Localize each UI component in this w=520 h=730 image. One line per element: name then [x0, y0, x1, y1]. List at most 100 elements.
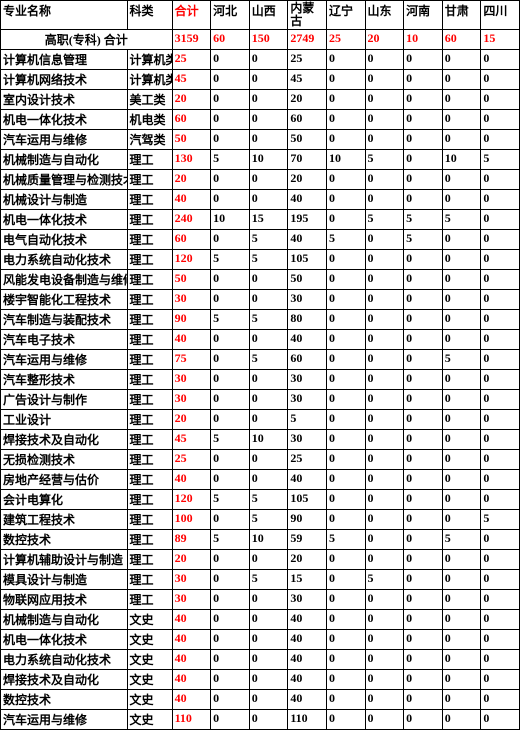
category-cell: 理工 [127, 230, 172, 250]
value-cell: 0 [404, 530, 443, 550]
value-cell: 0 [442, 670, 481, 690]
value-cell: 0 [365, 410, 404, 430]
major-cell: 机械制造与自动化 [1, 150, 128, 170]
category-cell: 理工 [127, 450, 172, 470]
value-cell: 0 [365, 50, 404, 70]
value-cell: 0 [404, 170, 443, 190]
major-cell: 会计电算化 [1, 490, 128, 510]
value-cell: 0 [442, 650, 481, 670]
value-cell: 0 [326, 590, 365, 610]
total-label: 高职(专科) 合计 [1, 30, 173, 50]
category-cell: 理工 [127, 550, 172, 570]
value-cell: 5 [249, 230, 288, 250]
table-row: 汽车制造与装配技术理工90558000000 [1, 310, 520, 330]
value-cell: 5 [249, 490, 288, 510]
value-cell: 0 [211, 90, 250, 110]
category-cell: 文史 [127, 690, 172, 710]
value-cell: 5 [249, 570, 288, 590]
total-cell: 15 [481, 30, 520, 50]
value-cell: 0 [326, 350, 365, 370]
category-cell: 文史 [127, 710, 172, 730]
value-cell: 0 [481, 50, 520, 70]
value-cell: 50 [288, 270, 327, 290]
value-cell: 0 [365, 670, 404, 690]
value-cell: 5 [211, 530, 250, 550]
value-cell: 40 [288, 610, 327, 630]
header-province: 内蒙古 [288, 1, 327, 30]
value-cell: 0 [481, 290, 520, 310]
value-cell: 30 [288, 290, 327, 310]
total-row: 高职(专科) 合计31596015027492520106015 [1, 30, 520, 50]
value-cell: 30 [288, 430, 327, 450]
value-cell: 0 [442, 450, 481, 470]
value-cell: 80 [288, 310, 327, 330]
value-cell: 30 [172, 290, 211, 310]
value-cell: 0 [365, 110, 404, 130]
table-row: 汽车整形技术理工30003000000 [1, 370, 520, 390]
value-cell: 0 [249, 290, 288, 310]
value-cell: 60 [288, 110, 327, 130]
value-cell: 40 [172, 470, 211, 490]
value-cell: 0 [442, 610, 481, 630]
table-row: 广告设计与制作理工30003000000 [1, 390, 520, 410]
value-cell: 0 [249, 130, 288, 150]
value-cell: 0 [326, 410, 365, 430]
value-cell: 0 [404, 710, 443, 730]
value-cell: 0 [404, 450, 443, 470]
value-cell: 0 [404, 630, 443, 650]
value-cell: 0 [211, 450, 250, 470]
major-cell: 汽车运用与维修 [1, 130, 128, 150]
value-cell: 45 [288, 70, 327, 90]
value-cell: 0 [442, 310, 481, 330]
value-cell: 0 [249, 690, 288, 710]
value-cell: 0 [481, 430, 520, 450]
value-cell: 40 [172, 610, 211, 630]
value-cell: 0 [365, 310, 404, 330]
major-cell: 计算机辅助设计与制造 [1, 550, 128, 570]
value-cell: 5 [249, 510, 288, 530]
category-cell: 理工 [127, 570, 172, 590]
value-cell: 5 [365, 210, 404, 230]
value-cell: 0 [404, 410, 443, 430]
value-cell: 0 [365, 290, 404, 310]
value-cell: 0 [481, 630, 520, 650]
value-cell: 20 [172, 170, 211, 190]
major-cell: 建筑工程技术 [1, 510, 128, 530]
value-cell: 0 [404, 70, 443, 90]
total-cell: 20 [365, 30, 404, 50]
major-cell: 机电一体化技术 [1, 210, 128, 230]
value-cell: 0 [404, 310, 443, 330]
major-cell: 电力系统自动化技术 [1, 250, 128, 270]
table-row: 焊接技术及自动化理工455103000000 [1, 430, 520, 450]
value-cell: 0 [404, 670, 443, 690]
major-cell: 汽车整形技术 [1, 370, 128, 390]
table-row: 机电一体化技术理工240101519505550 [1, 210, 520, 230]
value-cell: 0 [404, 130, 443, 150]
value-cell: 0 [442, 270, 481, 290]
value-cell: 0 [481, 490, 520, 510]
value-cell: 0 [365, 490, 404, 510]
value-cell: 0 [249, 170, 288, 190]
value-cell: 0 [442, 290, 481, 310]
value-cell: 0 [442, 410, 481, 430]
value-cell: 0 [404, 430, 443, 450]
value-cell: 0 [481, 650, 520, 670]
value-cell: 40 [288, 470, 327, 490]
table-row: 风能发电设备制造与维修理工50005000000 [1, 270, 520, 290]
value-cell: 0 [326, 190, 365, 210]
category-cell: 理工 [127, 530, 172, 550]
value-cell: 0 [442, 630, 481, 650]
value-cell: 5 [211, 490, 250, 510]
value-cell: 0 [365, 630, 404, 650]
value-cell: 0 [442, 430, 481, 450]
value-cell: 0 [326, 450, 365, 470]
header-category: 科类 [127, 1, 172, 30]
table-row: 无损检测技术理工25002500000 [1, 450, 520, 470]
major-cell: 工业设计 [1, 410, 128, 430]
value-cell: 0 [326, 270, 365, 290]
value-cell: 0 [326, 650, 365, 670]
value-cell: 0 [365, 530, 404, 550]
value-cell: 0 [404, 110, 443, 130]
header-province: 甘肃 [442, 1, 481, 30]
value-cell: 0 [481, 590, 520, 610]
